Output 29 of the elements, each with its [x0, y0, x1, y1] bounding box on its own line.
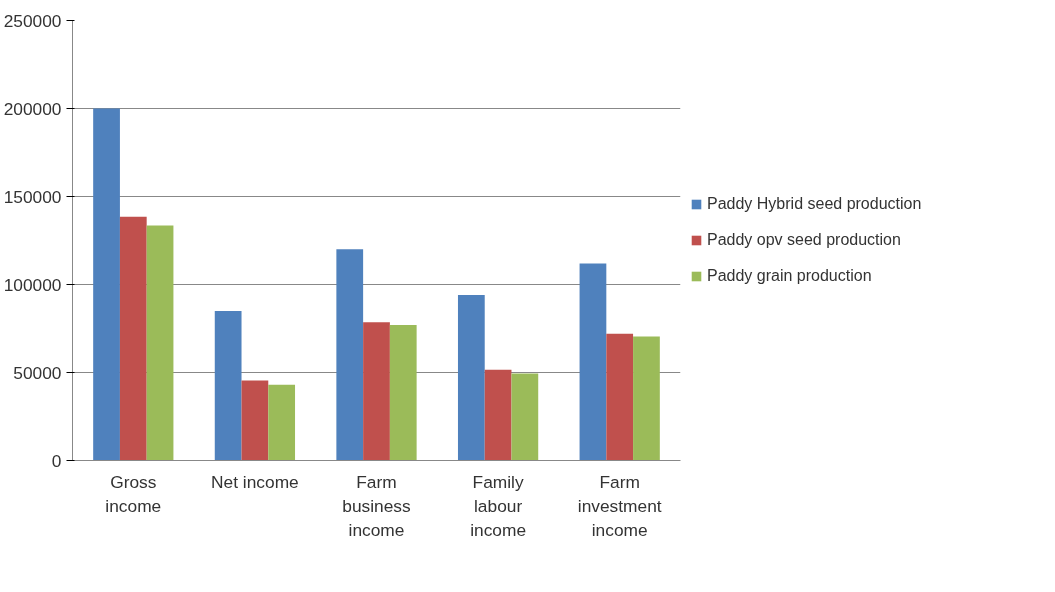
bar — [119, 216, 147, 461]
legend-label: Paddy Hybrid seed production — [707, 195, 922, 213]
legend-label: Paddy opv seed production — [707, 231, 901, 249]
bar — [579, 263, 607, 461]
y-tick-label: 50000 — [13, 362, 62, 383]
x-tick-label: Family labour income — [470, 471, 527, 540]
y-tick-label: 150000 — [3, 186, 62, 207]
bar — [336, 249, 364, 461]
bar — [484, 369, 512, 461]
bar — [457, 295, 485, 461]
bar — [241, 380, 269, 461]
bar — [268, 384, 296, 461]
x-tick-label: Farm investment income — [577, 471, 662, 540]
bar — [511, 373, 539, 461]
bar — [146, 225, 174, 461]
bar — [214, 310, 242, 461]
bar — [93, 108, 120, 461]
x-tick-label: Net income — [211, 471, 299, 492]
y-tick-label: 100000 — [3, 274, 62, 295]
legend-label: Paddy grain production — [707, 267, 872, 285]
y-tick-label: 250000 — [3, 10, 62, 31]
bar — [363, 322, 390, 461]
x-tick-label: Farm business income — [342, 471, 412, 540]
bar — [389, 324, 417, 461]
y-tick-label: 200000 — [3, 98, 62, 119]
x-tick-label: Gross income — [105, 471, 162, 516]
bar — [633, 336, 660, 461]
y-tick-label: 0 — [51, 450, 62, 471]
bar — [606, 333, 634, 461]
